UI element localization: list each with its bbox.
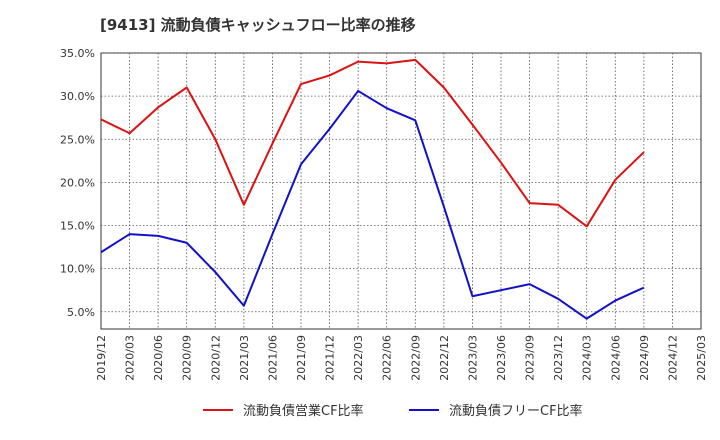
x-tick-label: 2022/09	[409, 335, 422, 381]
legend: 流動負債営業CF比率 流動負債フリーCF比率	[203, 403, 583, 419]
grid	[101, 52, 701, 329]
x-tick-label: 2023/09	[524, 335, 537, 381]
x-tick-label: 2024/12	[666, 335, 679, 381]
plot-area	[100, 52, 702, 330]
x-tick-label: 2020/06	[152, 335, 165, 381]
chart-title: [9413] 流動負債キャッシュフロー比率の推移	[100, 16, 416, 34]
y-tick-label: 10.0%	[60, 263, 95, 276]
x-tick-label: 2024/06	[609, 335, 622, 381]
legend-label-1: 流動負債営業CF比率	[243, 403, 364, 419]
x-tick-label: 2021/03	[238, 335, 251, 381]
y-tick-label: 15.0%	[60, 220, 95, 233]
x-tick-label: 2022/06	[381, 335, 394, 381]
x-tick-label: 2022/12	[438, 335, 451, 381]
series-line-2	[100, 89, 645, 320]
x-tick-label: 2023/03	[466, 335, 479, 381]
x-tick-label: 2024/09	[638, 335, 651, 381]
y-axis: 5.0% 10.0% 15.0% 20.0% 25.0% 30.0% 35.0%	[60, 47, 95, 319]
series-lines	[100, 58, 645, 320]
y-tick-label: 35.0%	[60, 47, 95, 60]
x-tick-label: 2020/12	[209, 335, 222, 381]
x-axis: 2019/12 2020/03 2020/06 2020/09 2020/12 2021/…	[95, 335, 708, 381]
x-tick-label: 2021/12	[324, 335, 337, 381]
series-line-1	[100, 58, 645, 228]
x-tick-label: 2020/09	[181, 335, 194, 381]
x-tick-label: 2023/12	[552, 335, 565, 381]
x-tick-label: 2024/03	[581, 335, 594, 381]
x-tick-label: 2023/06	[495, 335, 508, 381]
y-tick-label: 20.0%	[60, 176, 95, 189]
x-tick-label: 2021/06	[266, 335, 279, 381]
x-tick-label: 2025/03	[695, 335, 708, 381]
y-tick-label: 25.0%	[60, 133, 95, 146]
x-tick-label: 2019/12	[95, 335, 108, 381]
x-tick-label: 2022/03	[352, 335, 365, 381]
y-tick-label: 5.0%	[67, 306, 95, 319]
legend-label-2: 流動負債フリーCF比率	[449, 403, 583, 419]
y-tick-label: 30.0%	[60, 90, 95, 103]
x-tick-label: 2021/09	[295, 335, 308, 381]
x-tick-label: 2020/03	[124, 335, 137, 381]
